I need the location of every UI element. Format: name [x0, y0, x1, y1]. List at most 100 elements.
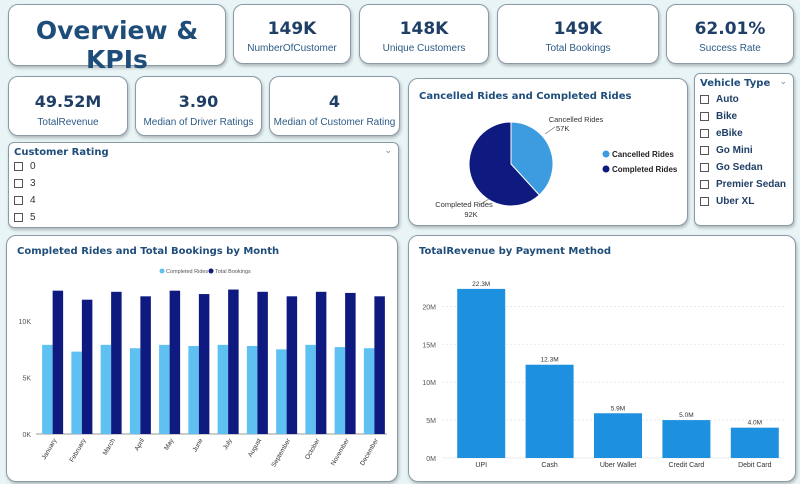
checkbox[interactable]	[700, 129, 709, 138]
x-tick-label: Credit Card	[669, 462, 705, 469]
y-tick-label: 5K	[22, 376, 31, 383]
monthly-chart-card: Completed Rides and Total Bookings by Mo…	[6, 235, 398, 482]
y-tick-label: 20M	[422, 304, 436, 311]
slicer-item[interactable]: Uber XL	[700, 196, 754, 207]
kpi-label: Success Rate	[699, 43, 761, 54]
checkbox[interactable]	[14, 196, 23, 205]
checkbox[interactable]	[700, 112, 709, 121]
kpi-card-customers: 149K NumberOfCustomer	[233, 4, 351, 64]
kpi-value: 149K	[267, 19, 317, 39]
pie-label-name: Completed Rides	[435, 200, 493, 209]
bar-total-bookings	[286, 296, 298, 434]
kpi-label: Unique Customers	[382, 43, 466, 54]
kpi-value: 149K	[553, 19, 603, 39]
kpi-value: 49.52M	[34, 92, 102, 111]
slicer-item[interactable]: Auto	[700, 94, 739, 105]
kpi-value: 3.90	[178, 92, 219, 111]
kpi-value: 62.01%	[694, 19, 766, 39]
checkbox[interactable]	[700, 146, 709, 155]
slicer-item[interactable]: 5	[14, 212, 36, 223]
checkbox[interactable]	[700, 163, 709, 172]
slicer-item[interactable]: 3	[14, 178, 36, 189]
kpi-label: NumberOfCustomer	[247, 43, 337, 54]
bar-completed-rides	[159, 344, 170, 434]
x-tick-label: November	[330, 437, 351, 467]
legend-label: Cancelled Rides	[612, 150, 674, 159]
chevron-down-icon[interactable]: ⌄	[384, 145, 392, 155]
payment-bar	[662, 420, 711, 458]
slicer-item[interactable]: Premier Sedan	[700, 179, 786, 190]
legend-label: Completed Rides	[612, 165, 678, 174]
x-tick-label: Uber Wallet	[600, 462, 636, 469]
bar-total-bookings	[52, 290, 64, 434]
slicer-item[interactable]: 0	[14, 161, 36, 172]
bar-completed-rides	[334, 347, 346, 434]
payment-bar	[525, 364, 574, 458]
checkbox[interactable]	[14, 162, 23, 171]
bar-total-bookings	[81, 299, 93, 434]
kpi-card-success: 62.01% Success Rate	[666, 4, 794, 64]
data-label: 12.3M	[541, 357, 559, 364]
bar-completed-rides	[217, 344, 229, 434]
customer-rating-slicer: Customer Rating ⌄ 0 3 4 5	[8, 142, 399, 228]
chevron-down-icon[interactable]: ⌄	[779, 76, 787, 86]
x-tick-label: Debit Card	[738, 462, 772, 469]
slicer-item[interactable]: Go Sedan	[700, 162, 763, 173]
bar-total-bookings	[345, 292, 356, 434]
legend-marker	[159, 268, 165, 274]
payment-bar	[594, 413, 642, 458]
x-tick-label: September	[270, 437, 292, 469]
x-tick-label: August	[247, 437, 263, 458]
x-tick-label: June	[191, 437, 204, 453]
data-label: 5.0M	[679, 412, 693, 419]
kpi-label: Median of Customer Rating	[273, 117, 396, 128]
bar-total-bookings	[228, 289, 239, 434]
slicer-item[interactable]: 4	[14, 195, 36, 206]
checkbox[interactable]	[700, 180, 709, 189]
slicer-item[interactable]: Bike	[700, 111, 737, 122]
checkbox[interactable]	[14, 213, 23, 222]
data-label: 22.3M	[472, 281, 490, 288]
kpi-label: TotalRevenue	[37, 117, 99, 128]
pie-chart-card: Cancelled Rides and Completed Rides Canc…	[408, 78, 688, 226]
y-tick-label: 10K	[19, 319, 32, 326]
checkbox[interactable]	[14, 179, 23, 188]
kpi-card-revenue: 49.52M TotalRevenue	[8, 76, 128, 136]
payment-chart-card: TotalRevenue by Payment Method 0M 5M 10M 15…	[408, 235, 796, 482]
kpi-value: 4	[328, 92, 341, 111]
bar-completed-rides	[363, 348, 375, 434]
pie-slice	[510, 121, 554, 196]
bar-total-bookings	[315, 291, 327, 434]
slicer-item[interactable]: eBike	[700, 128, 743, 139]
bar-total-bookings	[140, 296, 151, 434]
pie-label-name: Cancelled Rides	[549, 115, 604, 124]
legend-label: Total Bookings	[215, 269, 251, 275]
pie-slice	[468, 121, 540, 207]
slicer-item[interactable]: Go Mini	[700, 145, 753, 156]
legend-marker	[208, 268, 214, 274]
x-tick-label: May	[163, 437, 176, 452]
bar-completed-rides	[188, 345, 199, 434]
y-tick-label: 0K	[22, 432, 31, 439]
x-tick-label: July	[222, 437, 234, 451]
x-tick-label: February	[69, 437, 88, 464]
bar-total-bookings	[257, 291, 268, 434]
data-label: 5.9M	[611, 405, 625, 412]
title-card: Overview & KPIs	[8, 4, 226, 74]
pie-label-value: 57K	[556, 124, 569, 133]
bar-completed-rides	[305, 344, 316, 434]
bar-completed-rides	[246, 345, 258, 434]
y-tick-label: 10M	[422, 380, 436, 387]
bar-completed-rides	[71, 351, 82, 434]
checkbox[interactable]	[700, 95, 709, 104]
legend-marker	[602, 165, 610, 173]
payment-bar	[457, 288, 506, 458]
checkbox[interactable]	[700, 197, 709, 206]
y-tick-label: 0M	[426, 456, 436, 463]
y-tick-label: 15M	[422, 342, 436, 349]
vehicle-type-slicer: Vehicle Type ⌄ Auto Bike eBike Go Mini G…	[694, 73, 794, 226]
kpi-card-customer-rating: 4 Median of Customer Rating	[269, 76, 400, 136]
x-tick-label: October	[304, 437, 322, 461]
leader-line	[478, 198, 490, 206]
